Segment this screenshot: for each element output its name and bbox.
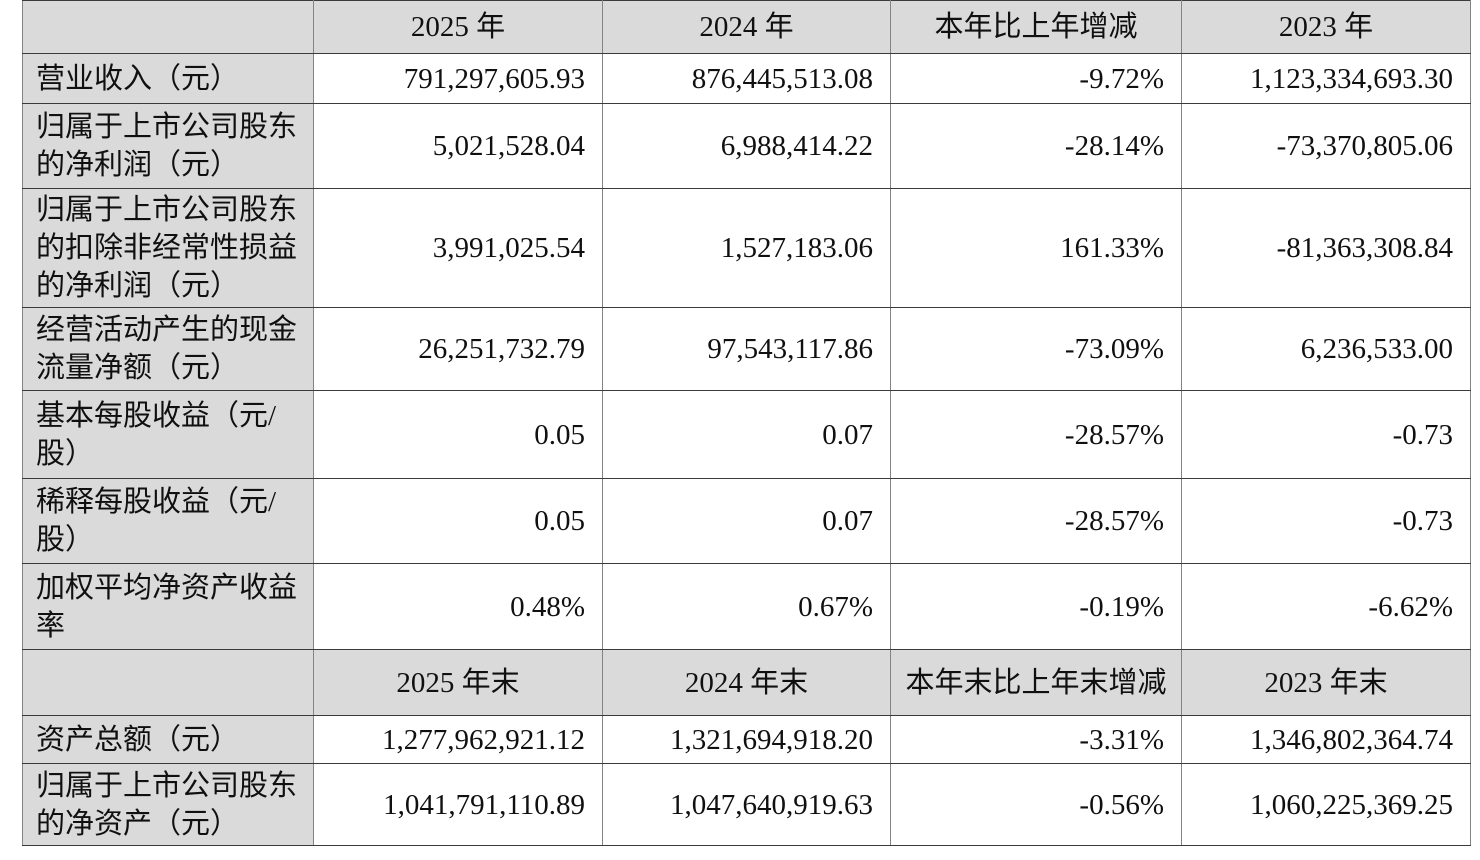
table-row-diluted-eps: 稀释每股收益（元/股） 0.05 0.07 -28.57% -0.73 [22, 478, 1471, 564]
cell-value: 161.33% [890, 188, 1182, 308]
row-label: 归属于上市公司股东的净利润（元） [22, 103, 314, 189]
cell-value: 0.07 [602, 478, 891, 564]
row-label: 基本每股收益（元/股） [22, 390, 314, 479]
cell-value: 1,346,802,364.74 [1181, 715, 1471, 764]
cell-value: 97,543,117.86 [602, 307, 891, 391]
header-year-2025: 2025 年 [313, 0, 603, 54]
row-label: 归属于上市公司股东的净资产（元） [22, 763, 314, 846]
cell-value: 5,021,528.04 [313, 103, 603, 189]
header-end-2024: 2024 年末 [602, 649, 891, 716]
cell-value: 1,321,694,918.20 [602, 715, 891, 764]
cell-value: 1,047,640,919.63 [602, 763, 891, 846]
cell-value: -0.73 [1181, 478, 1471, 564]
cell-value: 1,123,334,693.30 [1181, 53, 1471, 104]
header-end-2025: 2025 年末 [313, 649, 603, 716]
cell-value: 1,060,225,369.25 [1181, 763, 1471, 846]
row-label: 营业收入（元） [22, 53, 314, 104]
cell-value: 26,251,732.79 [313, 307, 603, 391]
table-row-net-assets: 归属于上市公司股东的净资产（元） 1,041,791,110.89 1,047,… [22, 763, 1471, 846]
table-row-operating-cash-flow: 经营活动产生的现金流量净额（元） 26,251,732.79 97,543,11… [22, 307, 1471, 391]
cell-value: 6,988,414.22 [602, 103, 891, 189]
cell-value: -3.31% [890, 715, 1182, 764]
cell-value: 0.05 [313, 478, 603, 564]
header-year-2023: 2023 年 [1181, 0, 1471, 54]
cell-value: 791,297,605.93 [313, 53, 603, 104]
cell-value: 3,991,025.54 [313, 188, 603, 308]
cell-value: -28.14% [890, 103, 1182, 189]
cell-value: 1,527,183.06 [602, 188, 891, 308]
row-label: 稀释每股收益（元/股） [22, 478, 314, 564]
header-empty-cell [22, 0, 314, 54]
cell-value: -0.56% [890, 763, 1182, 846]
header-yearend-change: 本年末比上年末增减 [890, 649, 1182, 716]
cell-value: 0.67% [602, 563, 891, 650]
table-row-net-profit: 归属于上市公司股东的净利润（元） 5,021,528.04 6,988,414.… [22, 103, 1471, 189]
row-label: 归属于上市公司股东的扣除非经常性损益的净利润（元） [22, 188, 314, 308]
table-row-net-profit-excl-nonrecurring: 归属于上市公司股东的扣除非经常性损益的净利润（元） 3,991,025.54 1… [22, 188, 1471, 308]
cell-value: -0.73 [1181, 390, 1471, 479]
cell-value: -81,363,308.84 [1181, 188, 1471, 308]
cell-value: 0.07 [602, 390, 891, 479]
header-yoy-change: 本年比上年增减 [890, 0, 1182, 54]
financial-summary-table: 2025 年 2024 年 本年比上年增减 2023 年 营业收入（元） 791… [22, 0, 1471, 846]
cell-value: -0.19% [890, 563, 1182, 650]
header-end-2023: 2023 年末 [1181, 649, 1471, 716]
header-empty-cell [22, 649, 314, 716]
row-label: 资产总额（元） [22, 715, 314, 764]
table-row-revenue: 营业收入（元） 791,297,605.93 876,445,513.08 -9… [22, 53, 1471, 104]
cell-value: 1,277,962,921.12 [313, 715, 603, 764]
row-label: 经营活动产生的现金流量净额（元） [22, 307, 314, 391]
cell-value: -9.72% [890, 53, 1182, 104]
cell-value: -28.57% [890, 478, 1182, 564]
cell-value: -28.57% [890, 390, 1182, 479]
table-row-total-assets: 资产总额（元） 1,277,962,921.12 1,321,694,918.2… [22, 715, 1471, 764]
section1-header-row: 2025 年 2024 年 本年比上年增减 2023 年 [22, 0, 1471, 54]
cell-value: 0.05 [313, 390, 603, 479]
cell-value: -73.09% [890, 307, 1182, 391]
cell-value: 6,236,533.00 [1181, 307, 1471, 391]
cell-value: 876,445,513.08 [602, 53, 891, 104]
cell-value: -6.62% [1181, 563, 1471, 650]
row-label: 加权平均净资产收益率 [22, 563, 314, 650]
table-row-basic-eps: 基本每股收益（元/股） 0.05 0.07 -28.57% -0.73 [22, 390, 1471, 479]
cell-value: -73,370,805.06 [1181, 103, 1471, 189]
cell-value: 1,041,791,110.89 [313, 763, 603, 846]
header-year-2024: 2024 年 [602, 0, 891, 54]
cell-value: 0.48% [313, 563, 603, 650]
table-row-weighted-avg-roe: 加权平均净资产收益率 0.48% 0.67% -0.19% -6.62% [22, 563, 1471, 650]
section2-header-row: 2025 年末 2024 年末 本年末比上年末增减 2023 年末 [22, 649, 1471, 716]
